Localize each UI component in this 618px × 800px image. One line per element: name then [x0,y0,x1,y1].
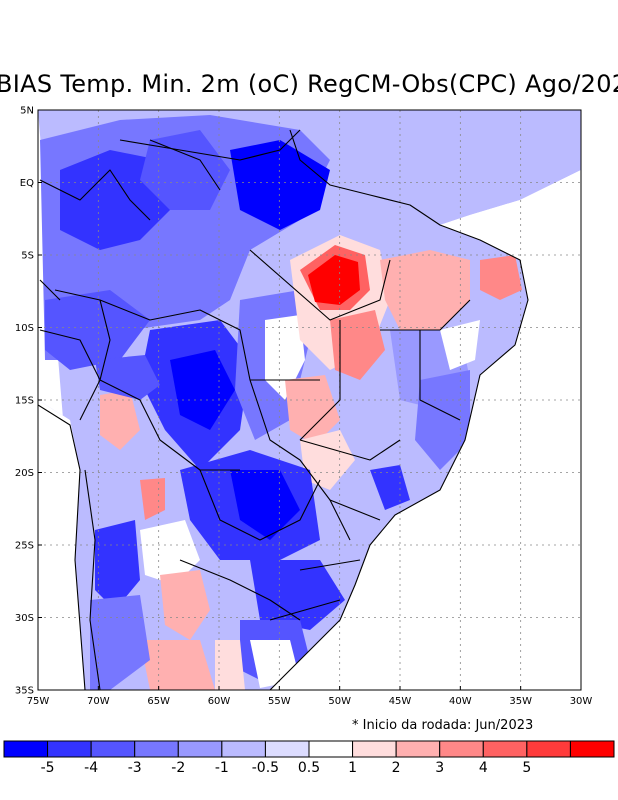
colorbar-swatch [482,740,528,758]
lat-label: 20S [15,468,34,479]
colombia-border [39,169,151,221]
brazil-west-border [54,289,351,541]
bias-region-north-argentina-white [140,520,200,585]
colorbar-swatch [177,740,223,758]
run-start-note: * Inicio da rodada: Jun/2023 [352,718,534,733]
grid-lines [38,110,581,690]
lon-label: 35W [509,696,532,707]
lon-label: 75W [27,696,50,707]
lat-label: 5S [21,251,34,262]
colorbar-label: 0.5 [298,760,320,776]
longitude-axis: 75W 70W 65W 60W 55W 50W 45W 40W 35W 30W [27,686,593,707]
bias-region-rn-warm [480,255,522,300]
colorbar-swatch [395,740,441,758]
colorbar-swatch [134,740,179,758]
colorbar-label: -2 [171,760,185,776]
lon-label: 60W [208,696,231,707]
brazil-north-border [119,129,301,161]
lat-label: 35S [15,686,34,697]
lat-label: EQ [20,178,34,189]
colorbar-label: 1 [348,760,357,776]
lat-label: 25S [15,541,34,552]
bias-region-south-cold [250,560,345,630]
lon-label: 55W [268,696,291,707]
lat-label: 15S [15,396,34,407]
colorbar-label: 5 [522,760,531,776]
lon-label: 40W [449,696,472,707]
bias-region-minas-warm [300,430,355,490]
pacific-ocean [38,400,85,690]
colorbar-label: 2 [392,760,401,776]
colorbar-swatch [264,740,310,758]
colorbar-swatch [3,740,49,758]
atlantic-ocean [270,110,581,690]
colorbar-swatch [569,740,615,758]
bias-region-bahia-cold [415,370,470,470]
bias-region-goias-warm [285,375,340,445]
lon-label: 45W [389,696,412,707]
lat-label: 5N [20,106,34,117]
peru-border [39,279,101,421]
colorbar-label: -3 [128,760,142,776]
bias-region-paraguay-cold-core [230,470,300,540]
colorbar-swatch [47,740,92,758]
colorbar-label: -5 [41,760,55,776]
state-borders [249,249,471,621]
bias-region-bolivia-cold [95,355,160,400]
lon-label: 50W [328,696,351,707]
lat-label: 10S [15,323,34,334]
colorbar-label: -0.5 [252,760,279,776]
bias-region-argentina-warm-2 [140,640,215,690]
bias-region-amapa-cold [230,140,330,230]
lon-label: 65W [147,696,170,707]
bias-region-tocantins-warm [330,310,385,380]
map-title: BIAS Temp. Min. 2m (oC) RegCM-Obs(CPC) A… [0,70,618,98]
colorbar: -5 -4 -3 -2 -1 -0.5 0.5 1 2 3 4 5 [3,740,615,776]
colorbar-label: -1 [215,760,229,776]
bias-region-south-pink [215,640,245,690]
chile-border [84,469,101,690]
lat-label: 30S [15,613,34,624]
lon-label: 70W [87,696,110,707]
bias-region-bolivia-warm [100,390,140,450]
bias-region-argentina-cold [90,595,150,690]
country-borders [38,129,529,690]
lon-label: 30W [570,696,593,707]
colorbar-swatch [221,740,266,758]
colorbar-swatch [526,740,571,758]
bias-region-argentina-warm [160,570,210,640]
bias-region-para-warm-core [308,255,360,305]
colorbar-label: 3 [435,760,444,776]
bias-region-northeast-warm [380,250,470,330]
bias-region-roraima-cold [140,130,230,210]
paraguay-border [199,469,321,541]
coastline [38,129,529,690]
latitude-axis: 5N EQ 5S 10S 15S 20S 25S 30S 35S [15,106,42,697]
venezuela-border [149,139,221,191]
colorbar-label: 4 [479,760,488,776]
argentina-border [179,559,301,621]
colorbar-swatch [90,740,136,758]
colorbar-swatch [439,740,484,758]
colorbar-label: -4 [84,760,98,776]
colorbar-swatch [308,740,354,758]
colorbar-swatch [352,740,397,758]
bias-region-andes-cold [95,520,140,610]
